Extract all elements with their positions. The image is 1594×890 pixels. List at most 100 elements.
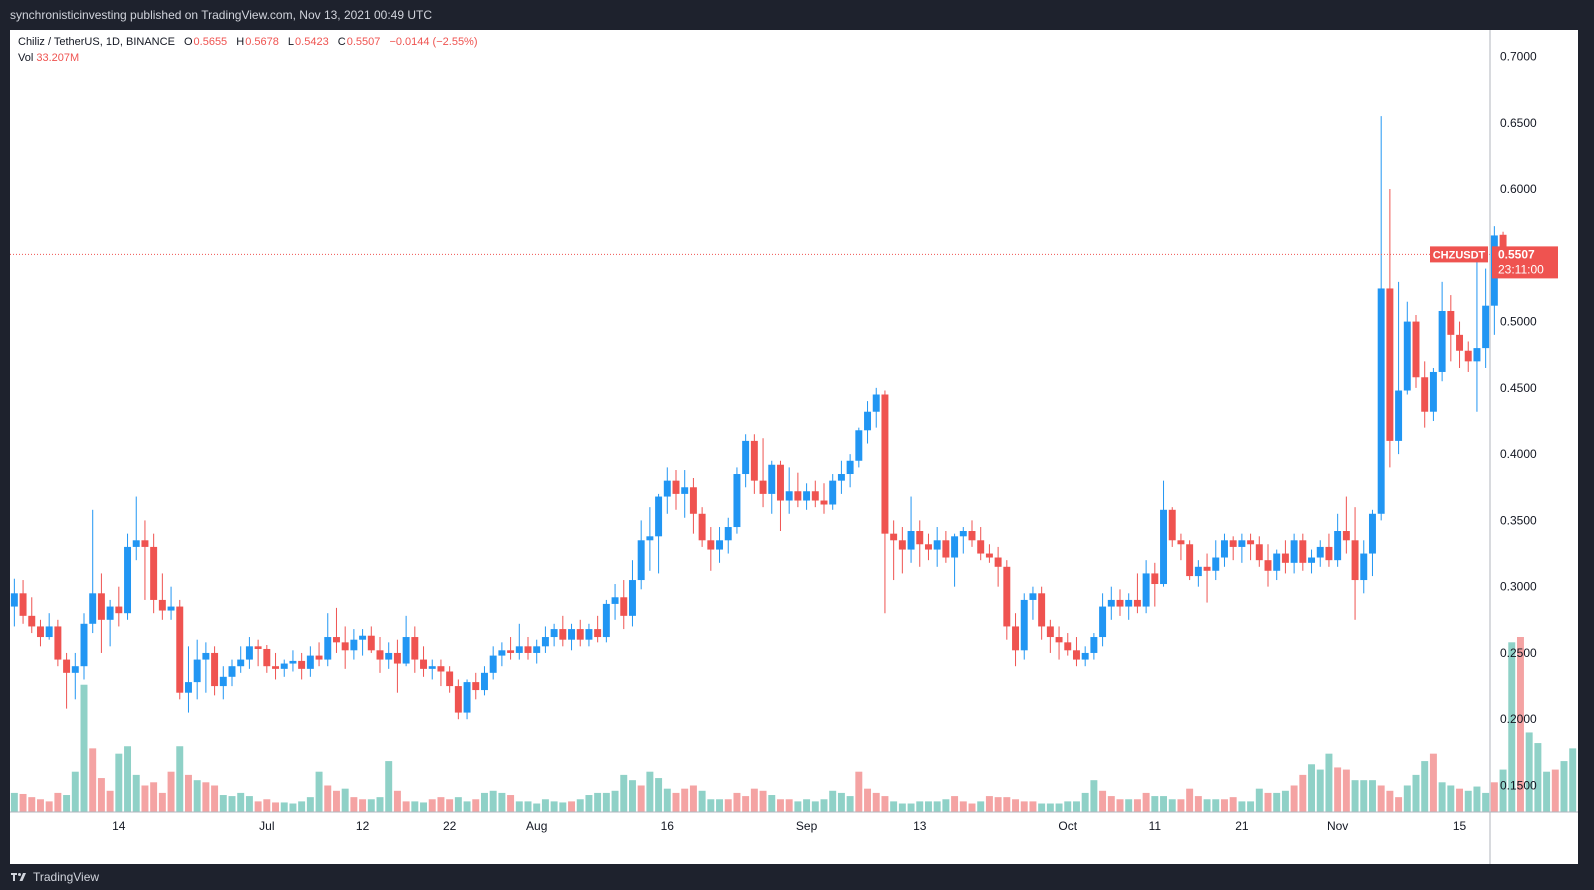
volume-bar	[1220, 799, 1228, 812]
volume-bar	[1395, 797, 1403, 812]
volume-bar	[1456, 788, 1464, 812]
volume-bar	[1342, 769, 1350, 812]
candle-body	[1334, 531, 1342, 561]
volume-bar	[1316, 769, 1324, 812]
volume-bar	[707, 799, 715, 812]
volume-bar	[420, 802, 428, 812]
volume-bar	[1464, 790, 1472, 812]
volume-bar	[829, 790, 837, 812]
volume-bar	[1412, 774, 1420, 812]
candle-body	[420, 659, 428, 669]
volume-bar	[437, 797, 445, 812]
volume-bar	[994, 797, 1002, 812]
volume-bar	[1543, 771, 1551, 812]
volume-bar	[872, 792, 880, 812]
volume-bar	[1264, 792, 1272, 812]
volume-bar	[193, 780, 201, 812]
volume-bar	[45, 801, 53, 812]
candle-body	[393, 652, 401, 664]
high-value: 0.5678	[245, 36, 279, 48]
candle-body	[907, 531, 915, 550]
volume-bar	[585, 795, 593, 812]
volume-bar	[759, 790, 767, 812]
volume-bar	[716, 799, 724, 812]
candle-body	[211, 652, 219, 687]
candle-body	[71, 666, 79, 673]
volume-bar	[1482, 792, 1490, 812]
candle-body	[1316, 546, 1324, 558]
candle-body	[681, 487, 689, 494]
candle-body	[1046, 626, 1054, 638]
candle-body	[533, 646, 541, 653]
volume-bar	[907, 803, 915, 812]
volume-bar	[533, 803, 541, 812]
volume-bar	[916, 801, 924, 812]
candle-body	[324, 637, 332, 660]
bottom-bar: TradingView	[0, 864, 1594, 890]
volume-bar	[385, 761, 393, 812]
x-tick-label: 15	[1453, 819, 1467, 833]
volume-bar	[1377, 785, 1385, 812]
candle-body	[1220, 540, 1228, 558]
candle-body	[158, 599, 166, 611]
candle-body	[1264, 560, 1272, 571]
volume-bar	[1473, 786, 1481, 812]
candle-body	[1107, 599, 1115, 607]
volume-bar	[1168, 799, 1176, 812]
candle-body	[1081, 652, 1089, 660]
candle-body	[36, 626, 44, 638]
volume-bar	[298, 801, 306, 812]
candle-body	[1238, 540, 1246, 547]
volume-bar	[768, 795, 776, 812]
candle-body	[359, 635, 367, 640]
candle-body	[1029, 593, 1037, 600]
candlestick-chart[interactable]: 0.1500 0.2000 0.2500 0.3000 0.3500 0.4000 0.45…	[10, 30, 1578, 864]
volume-bar	[1447, 785, 1455, 812]
chart-area[interactable]: 0.1500 0.2000 0.2500 0.3000 0.3500 0.4000 0.45…	[10, 30, 1578, 864]
ohlc-legend: Chiliz / TetherUS, 1D, BINANCE O0.5655 H…	[18, 36, 478, 48]
candle-body	[1482, 305, 1490, 349]
tradingview-brand[interactable]: TradingView	[10, 870, 99, 884]
candle-body	[1020, 599, 1028, 651]
candle-body	[1177, 540, 1185, 545]
volume-bar	[306, 797, 314, 812]
publisher-line: synchronisticinvesting published on Trad…	[10, 8, 433, 22]
candle-body	[106, 606, 114, 620]
volume-bar	[150, 782, 158, 812]
volume-bar	[1490, 782, 1498, 812]
candle-body	[1160, 509, 1168, 585]
volume-bar	[1046, 803, 1054, 812]
volume-bar	[219, 795, 227, 812]
volume-bar	[550, 801, 558, 812]
tradingview-logo-icon	[11, 873, 26, 881]
volume-bar	[672, 792, 680, 812]
volume-bar	[646, 771, 654, 812]
candle-body	[141, 540, 149, 547]
volume-bar	[184, 774, 192, 812]
volume-value: 33.207M	[36, 52, 80, 64]
volume-bar	[332, 790, 340, 812]
candle-body	[1125, 599, 1133, 607]
candle-body	[89, 593, 97, 624]
volume-bar	[472, 799, 480, 812]
candle-body	[1429, 371, 1437, 412]
candle-body	[1412, 321, 1420, 378]
volume-bar	[968, 803, 976, 812]
volume-bar	[733, 792, 741, 812]
volume-bar	[228, 796, 236, 812]
candle-body	[306, 655, 314, 669]
volume-bar	[1029, 801, 1037, 812]
candle-body	[559, 629, 567, 640]
x-tick-label: 22	[443, 819, 457, 833]
candle-body	[768, 464, 776, 494]
candle-body	[524, 646, 532, 653]
volume-bar	[750, 788, 758, 812]
volume-bar	[620, 774, 628, 812]
candle-body	[576, 629, 584, 640]
volume-bar	[341, 788, 349, 812]
candle-body	[45, 626, 53, 638]
candle-body	[411, 637, 419, 660]
candle-body	[985, 553, 993, 558]
candle-body	[1281, 553, 1289, 563]
volume-bar	[1281, 790, 1289, 812]
